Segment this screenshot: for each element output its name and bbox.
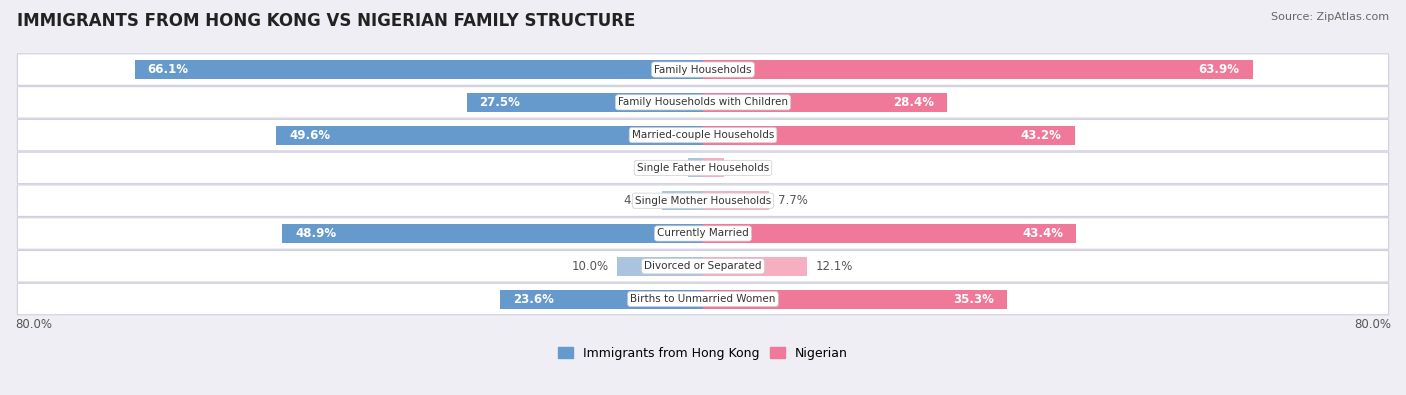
Text: 48.9%: 48.9% <box>295 227 336 240</box>
Bar <box>703 60 1253 79</box>
Text: 23.6%: 23.6% <box>513 293 554 306</box>
Text: 28.4%: 28.4% <box>893 96 935 109</box>
Bar <box>688 158 703 177</box>
Text: 66.1%: 66.1% <box>148 63 188 76</box>
Bar <box>703 191 769 210</box>
Text: 80.0%: 80.0% <box>1354 318 1391 331</box>
FancyBboxPatch shape <box>17 250 1389 282</box>
Bar <box>135 60 703 79</box>
Text: 2.4%: 2.4% <box>733 162 762 175</box>
Text: 49.6%: 49.6% <box>290 129 330 142</box>
Bar <box>501 290 703 308</box>
Text: IMMIGRANTS FROM HONG KONG VS NIGERIAN FAMILY STRUCTURE: IMMIGRANTS FROM HONG KONG VS NIGERIAN FA… <box>17 12 636 30</box>
FancyBboxPatch shape <box>17 185 1389 216</box>
Bar <box>703 224 1076 243</box>
Bar <box>703 158 724 177</box>
Text: Births to Unmarried Women: Births to Unmarried Women <box>630 294 776 304</box>
Text: 12.1%: 12.1% <box>815 260 853 273</box>
Legend: Immigrants from Hong Kong, Nigerian: Immigrants from Hong Kong, Nigerian <box>554 342 852 365</box>
Bar <box>703 290 1007 308</box>
Text: 10.0%: 10.0% <box>571 260 609 273</box>
Text: 80.0%: 80.0% <box>15 318 52 331</box>
Text: Family Households: Family Households <box>654 64 752 75</box>
FancyBboxPatch shape <box>17 152 1389 184</box>
FancyBboxPatch shape <box>17 87 1389 118</box>
Text: Divorced or Separated: Divorced or Separated <box>644 261 762 271</box>
Text: Married-couple Households: Married-couple Households <box>631 130 775 140</box>
Bar <box>703 257 807 276</box>
Text: Source: ZipAtlas.com: Source: ZipAtlas.com <box>1271 12 1389 22</box>
FancyBboxPatch shape <box>17 283 1389 315</box>
FancyBboxPatch shape <box>17 218 1389 249</box>
Text: 43.2%: 43.2% <box>1021 129 1062 142</box>
Text: 7.7%: 7.7% <box>778 194 807 207</box>
Text: Currently Married: Currently Married <box>657 228 749 239</box>
FancyBboxPatch shape <box>17 54 1389 85</box>
Bar <box>617 257 703 276</box>
Text: 1.8%: 1.8% <box>650 162 679 175</box>
Text: 43.4%: 43.4% <box>1022 227 1063 240</box>
Text: 27.5%: 27.5% <box>479 96 520 109</box>
Text: Single Father Households: Single Father Households <box>637 163 769 173</box>
Text: Single Mother Households: Single Mother Households <box>636 196 770 206</box>
Bar <box>283 224 703 243</box>
Bar <box>703 93 948 112</box>
Bar <box>662 191 703 210</box>
Text: 35.3%: 35.3% <box>953 293 994 306</box>
FancyBboxPatch shape <box>17 119 1389 151</box>
Bar <box>277 126 703 145</box>
Bar <box>467 93 703 112</box>
Text: Family Households with Children: Family Households with Children <box>619 97 787 107</box>
Bar <box>703 126 1074 145</box>
Text: 4.8%: 4.8% <box>623 194 654 207</box>
Text: 63.9%: 63.9% <box>1199 63 1240 76</box>
